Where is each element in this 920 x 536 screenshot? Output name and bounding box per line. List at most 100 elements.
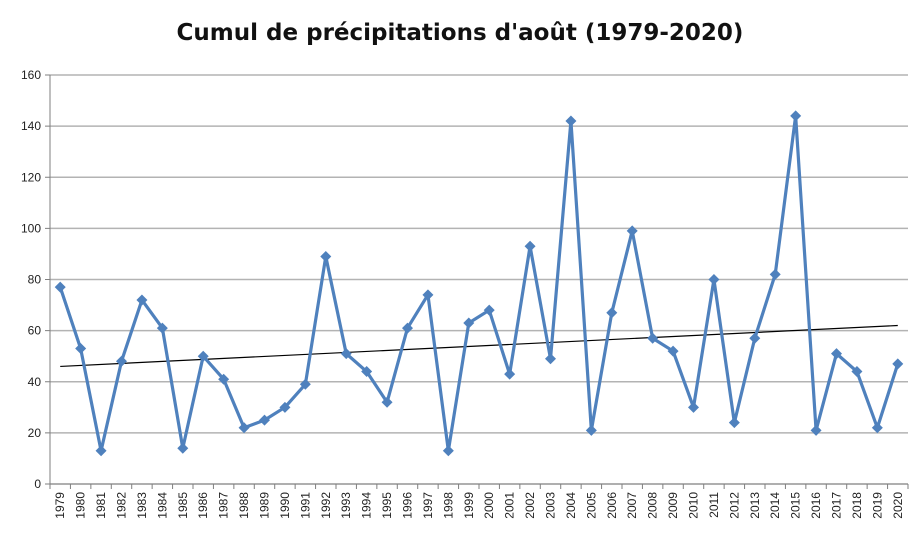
data-point	[524, 240, 536, 252]
data-point	[688, 401, 699, 413]
x-tick-label: 2006	[605, 492, 619, 519]
x-tick-label: 2007	[625, 492, 639, 519]
y-tick-label: 60	[28, 324, 42, 338]
data-point	[320, 250, 332, 262]
data-point	[299, 378, 311, 390]
x-tick-label: 2020	[891, 492, 905, 519]
x-tick-label: 2014	[768, 492, 782, 519]
x-tick-label: 2003	[544, 492, 558, 519]
x-tick-label: 1995	[380, 492, 394, 519]
x-tick-label: 1979	[53, 492, 67, 519]
y-tick-label: 100	[21, 221, 41, 235]
data-point	[871, 422, 883, 434]
data-point	[218, 373, 230, 385]
x-tick-label: 1992	[319, 492, 333, 519]
x-tick-label: 2010	[687, 492, 701, 519]
y-tick-label: 160	[21, 68, 41, 82]
y-axis-ticks: 0 20 40 60 80 100 120 140 160	[21, 68, 41, 491]
x-tick-label: 2005	[584, 492, 598, 519]
x-tick-label: 1996	[401, 492, 415, 519]
x-axis-ticks: 1979 1980 1981 1982 1983 1984 1985 1986 1987 1988…	[53, 492, 905, 519]
data-point	[340, 348, 352, 360]
data-point	[831, 348, 842, 360]
data-point	[402, 322, 413, 334]
data-point	[95, 445, 107, 457]
data-point	[197, 350, 209, 362]
y-tick-label: 140	[21, 119, 41, 133]
trendline	[60, 324, 898, 368]
data-point	[647, 332, 659, 344]
x-tick-label: 2002	[523, 492, 537, 519]
x-tick-label: 2011	[707, 492, 721, 518]
axes	[45, 74, 909, 489]
data-point	[361, 366, 373, 378]
x-tick-label: 2016	[809, 492, 823, 519]
x-tick-label: 1984	[155, 492, 169, 519]
x-tick-label: 1991	[298, 492, 312, 519]
data-point	[116, 355, 127, 367]
x-tick-label: 1994	[360, 492, 374, 519]
y-tick-label: 40	[28, 375, 42, 389]
x-tick-label: 2004	[564, 492, 578, 519]
data-point	[769, 268, 781, 280]
x-tick-label: 1983	[135, 492, 149, 519]
y-tick-label: 20	[28, 426, 42, 440]
data-point	[156, 322, 168, 334]
x-tick-label: 2018	[850, 492, 864, 519]
x-tick-label: 2009	[666, 492, 680, 519]
x-tick-label: 1987	[217, 492, 231, 519]
data-point	[545, 353, 556, 365]
x-tick-label: 1990	[278, 492, 292, 519]
x-tick-label: 1999	[462, 492, 476, 519]
data-point	[565, 115, 577, 127]
x-tick-label: 2008	[646, 492, 660, 519]
x-tick-label: 1980	[74, 492, 88, 519]
x-tick-label: 2001	[503, 492, 517, 519]
x-tick-label: 2000	[482, 492, 496, 519]
data-point	[422, 289, 434, 301]
data-point	[442, 445, 454, 457]
x-tick-label: 2017	[830, 492, 844, 519]
data-point	[177, 442, 189, 454]
trendline-group	[60, 324, 898, 368]
series-line	[58, 114, 900, 453]
x-tick-label: 1997	[421, 492, 435, 519]
y-tick-label: 0	[34, 477, 41, 491]
data-point	[790, 110, 802, 122]
data-point	[708, 274, 720, 285]
data-point	[463, 317, 475, 329]
data-point	[259, 414, 270, 426]
x-tick-label: 1998	[441, 492, 455, 519]
data-point	[136, 294, 148, 306]
data-point	[851, 366, 863, 378]
data-point	[892, 358, 904, 370]
data-point	[585, 424, 597, 436]
x-tick-label: 2013	[748, 492, 762, 519]
y-tick-label: 120	[21, 170, 41, 184]
data-point	[504, 368, 516, 380]
x-tick-label: 2019	[870, 492, 884, 519]
x-tick-label: 1989	[258, 492, 272, 519]
data-point	[75, 343, 87, 355]
x-tick-label: 1986	[196, 492, 210, 519]
data-point	[483, 304, 495, 316]
x-tick-label: 1993	[339, 492, 353, 519]
series-group	[54, 110, 904, 457]
chart-title: Cumul de précipitations d'août (1979-202…	[176, 20, 744, 46]
data-point	[238, 422, 250, 434]
x-tick-label: 1988	[237, 492, 251, 519]
data-point	[54, 281, 66, 293]
data-point	[749, 332, 761, 344]
data-point	[810, 424, 822, 436]
data-point	[279, 401, 291, 413]
data-point	[606, 307, 618, 319]
data-point	[667, 345, 679, 357]
x-tick-label: 2015	[789, 492, 803, 519]
y-tick-label: 80	[28, 273, 42, 287]
gridlines	[50, 74, 908, 434]
x-tick-label: 1981	[94, 492, 108, 519]
x-tick-label: 1982	[115, 492, 129, 519]
x-tick-label: 2012	[727, 492, 741, 519]
